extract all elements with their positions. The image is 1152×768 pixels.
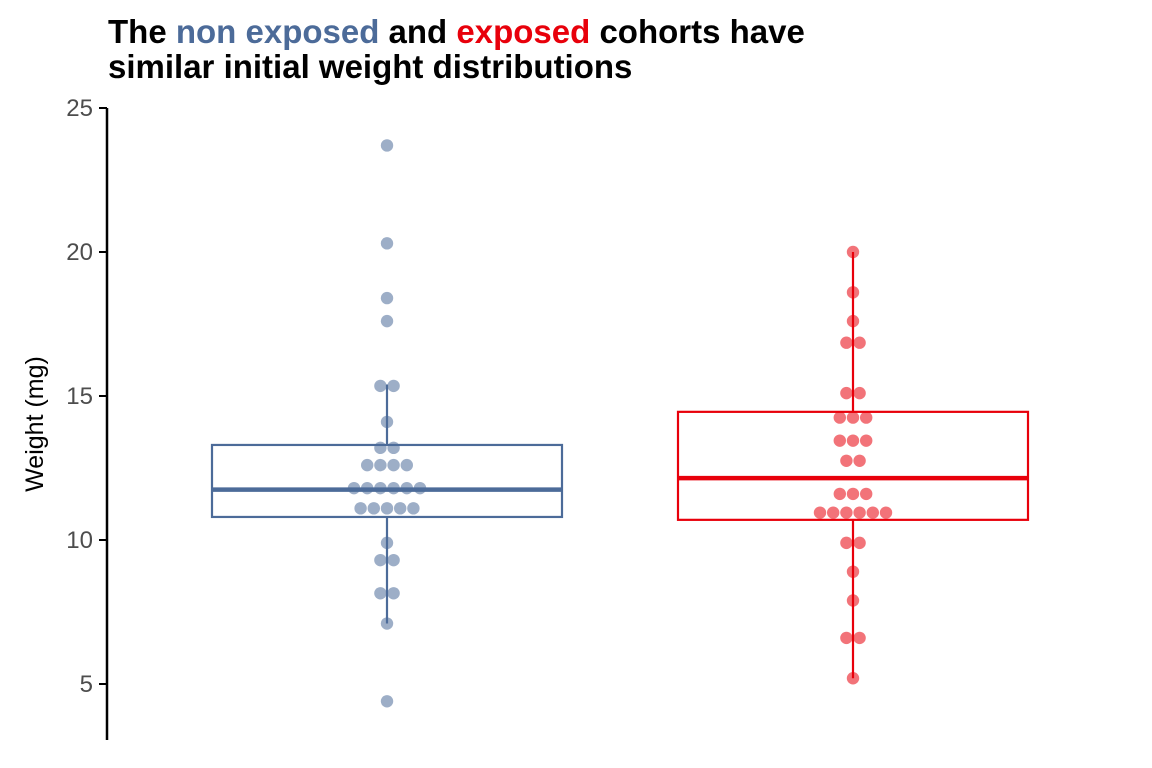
data-point — [387, 441, 400, 455]
y-tick-label: 25 — [66, 95, 93, 122]
data-point — [374, 587, 387, 600]
data-point — [380, 314, 394, 328]
data-point — [380, 695, 394, 708]
y-axis-title: Weight (mg) — [21, 356, 49, 492]
data-point — [380, 415, 394, 429]
data-point — [380, 536, 394, 550]
title-highlight-non-exposed: non exposed — [175, 13, 380, 50]
data-point — [374, 379, 387, 393]
title-line-2: similar initial weight distributions — [108, 48, 633, 85]
y-tick-label: 15 — [66, 383, 93, 410]
data-point — [853, 386, 866, 400]
data-point — [387, 458, 400, 472]
plot-area — [210, 139, 1030, 708]
data-point — [860, 487, 873, 501]
data-point — [387, 553, 400, 567]
title-text-2: and — [379, 13, 457, 50]
data-point — [354, 502, 367, 515]
data-point — [860, 434, 873, 447]
data-point — [853, 336, 866, 349]
data-point — [840, 536, 853, 550]
data-point — [846, 286, 860, 299]
chart-title: The non exposed and exposed cohorts have… — [108, 14, 1108, 84]
data-point — [840, 336, 853, 349]
data-point — [380, 502, 394, 515]
title-highlight-exposed: exposed — [456, 13, 591, 50]
data-point — [840, 454, 853, 467]
data-point — [374, 481, 387, 495]
title-text-1: The — [108, 13, 176, 50]
data-point — [374, 553, 387, 567]
data-point — [374, 441, 387, 455]
data-point — [400, 458, 413, 472]
data-point — [846, 411, 860, 424]
data-point — [367, 502, 380, 515]
group-exposed — [676, 245, 1030, 685]
data-point — [860, 411, 873, 424]
y-tick-label: 20 — [66, 239, 93, 266]
data-point — [380, 291, 394, 305]
data-point — [846, 434, 860, 447]
y-tick-label: 10 — [66, 527, 93, 554]
data-point — [380, 617, 394, 630]
data-point — [846, 314, 860, 328]
data-point — [407, 502, 420, 515]
data-point — [361, 481, 374, 495]
data-point — [387, 379, 400, 393]
data-point — [413, 481, 427, 495]
data-point — [879, 506, 893, 519]
data-point — [380, 237, 394, 250]
data-point — [374, 458, 387, 472]
data-point — [853, 506, 866, 519]
data-point — [833, 487, 846, 501]
group-non-exposed — [210, 139, 564, 708]
data-point — [387, 587, 400, 600]
y-tick-label: 5 — [80, 671, 93, 698]
box-iqr — [676, 410, 1030, 521]
data-point — [846, 565, 860, 578]
data-point — [833, 434, 846, 447]
box-iqr — [210, 443, 564, 519]
data-point — [840, 506, 853, 519]
data-point — [387, 481, 400, 495]
data-point — [853, 536, 866, 550]
data-point — [846, 487, 860, 501]
data-point — [846, 594, 860, 607]
data-point — [833, 411, 846, 424]
data-point — [866, 506, 879, 519]
data-point — [380, 139, 394, 152]
title-text-3: cohorts have — [590, 13, 805, 50]
data-point — [394, 502, 407, 515]
data-point — [400, 481, 413, 495]
data-point — [361, 458, 374, 472]
y-axis: 5 10 15 20 25 — [66, 95, 109, 740]
data-point — [347, 481, 361, 495]
data-point — [846, 245, 860, 259]
data-point — [827, 506, 840, 519]
data-point — [853, 631, 866, 645]
data-point — [846, 672, 860, 685]
data-point — [853, 454, 866, 467]
data-point — [840, 631, 853, 645]
data-point — [813, 506, 827, 519]
data-point — [840, 386, 853, 400]
